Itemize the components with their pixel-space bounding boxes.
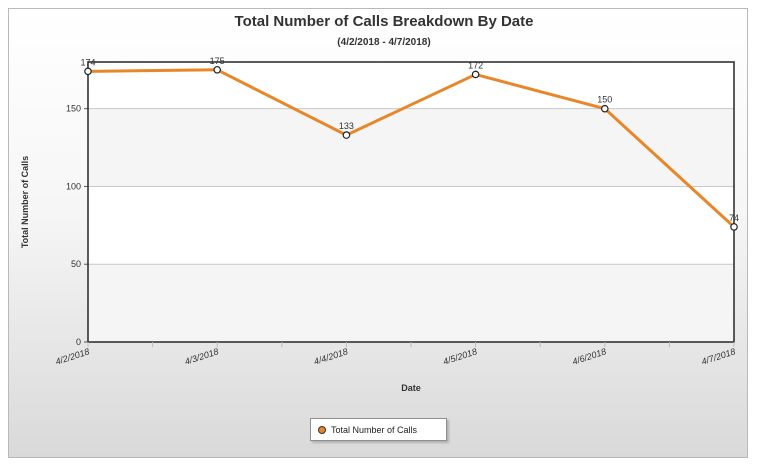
legend-label: Total Number of Calls [331, 424, 418, 435]
x-tick-label: 4/4/2018 [313, 346, 349, 366]
data-label: 150 [597, 95, 612, 105]
x-tick-label: 4/7/2018 [700, 346, 736, 366]
y-tick-label: 0 [76, 337, 81, 347]
legend-marker-icon [318, 425, 326, 434]
y-tick-label: 50 [71, 259, 81, 269]
x-tick-label: 4/5/2018 [442, 346, 478, 366]
data-point [84, 67, 92, 76]
data-label: 133 [339, 121, 354, 131]
x-tick-label: 4/3/2018 [183, 346, 219, 366]
x-axis-label: Date [401, 383, 421, 393]
data-point [471, 70, 480, 79]
series-line [86, 68, 736, 229]
data-label: 175 [210, 56, 225, 66]
data-point [342, 131, 351, 139]
data-point [600, 104, 609, 113]
data-label: 172 [468, 60, 483, 70]
data-label: 74 [729, 213, 739, 223]
x-tick-label: 4/6/2018 [571, 346, 607, 366]
chart-subtitle: (4/2/2018 - 4/7/2018) [337, 37, 431, 48]
y-tick-label: 150 [66, 104, 81, 114]
chart-title: Total Number of Calls Breakdown By Date [234, 13, 534, 30]
x-tick-label: 4/2/2018 [54, 346, 90, 366]
plot-band [88, 108, 734, 187]
data-point [213, 65, 222, 74]
y-tick-label: 100 [66, 181, 81, 191]
plot-band [88, 264, 734, 342]
data-point [730, 223, 738, 231]
y-axis-label: Total Number of Calls [20, 156, 30, 248]
legend: Total Number of Calls [310, 418, 447, 441]
data-label: 174 [80, 57, 95, 67]
